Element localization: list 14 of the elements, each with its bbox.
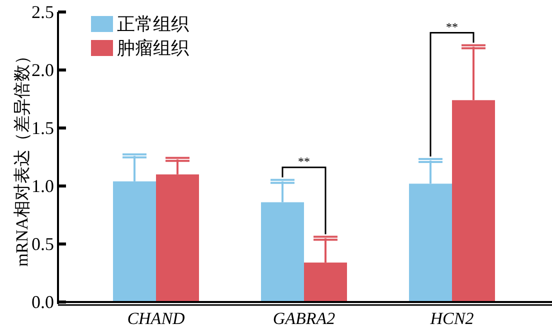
annotation: **: [446, 20, 458, 34]
y-tick-label: 2.5: [32, 2, 54, 22]
y-tick-label: 1.0: [32, 176, 54, 196]
x-tick-label: GABRA2: [272, 309, 336, 328]
x-tick-label: CHAND: [127, 309, 186, 328]
y-axis-title: mRNA相对表达（差异倍数）: [12, 47, 32, 267]
x-tick-label: HCN2: [429, 309, 474, 328]
y-tick-label: 0.5: [32, 234, 54, 254]
annotation: **: [298, 154, 310, 168]
y-tick-label: 2.0: [32, 60, 54, 80]
y-tick-label: 1.5: [32, 118, 54, 138]
y-tick-label: 0.0: [32, 292, 54, 312]
legend-label: 正常组织: [117, 14, 189, 34]
legend-label: 肿瘤组织: [117, 38, 189, 58]
